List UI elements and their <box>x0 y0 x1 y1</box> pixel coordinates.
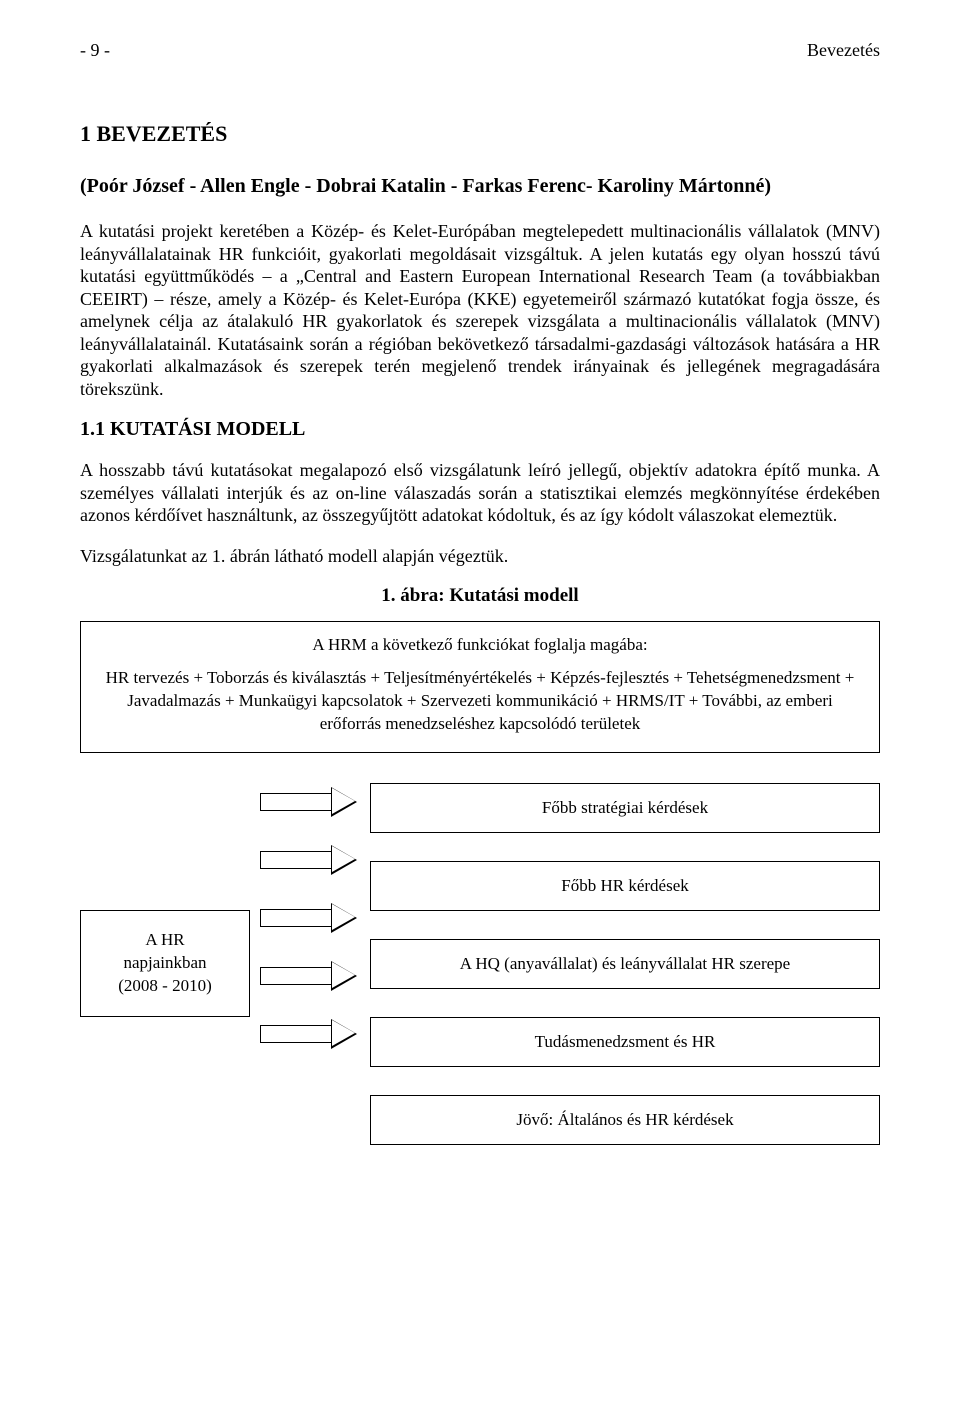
diagram-left-column: A HR napjainkban (2008 - 2010) <box>80 783 250 1145</box>
hr-today-line2: napjainkban <box>87 952 243 975</box>
research-model-diagram: A HR napjainkban (2008 - 2010) Főbb stra… <box>80 783 880 1145</box>
intro-paragraph: A kutatási projekt keretében a Közép- és… <box>80 220 880 400</box>
hr-today-box: A HR napjainkban (2008 - 2010) <box>80 910 250 1017</box>
diagram-right-column: Főbb stratégiai kérdések Főbb HR kérdése… <box>370 783 880 1145</box>
hq-subsidiary-box: A HQ (anyavállalat) és leányvállalat HR … <box>370 939 880 989</box>
arrow-right-icon <box>260 1019 360 1049</box>
hr-today-line1: A HR <box>87 929 243 952</box>
hr-questions-box: Főbb HR kérdések <box>370 861 880 911</box>
page-number: - 9 - <box>80 40 110 61</box>
arrow-right-icon <box>260 845 360 875</box>
heading-1: 1 BEVEZETÉS <box>80 121 880 147</box>
diagram-arrow-column <box>250 783 370 1145</box>
hr-today-line3: (2008 - 2010) <box>87 975 243 998</box>
model-paragraph-1: A hosszabb távú kutatásokat megalapozó e… <box>80 459 880 527</box>
arrow-right-icon <box>260 787 360 817</box>
heading-1-1: 1.1 KUTATÁSI MODELL <box>80 418 880 441</box>
page-header: - 9 - Bevezetés <box>80 40 880 61</box>
strategic-questions-box: Főbb stratégiai kérdések <box>370 783 880 833</box>
arrow-right-icon <box>260 961 360 991</box>
model-paragraph-2: Vizsgálatunkat az 1. ábrán látható model… <box>80 545 880 568</box>
knowledge-mgmt-box: Tudásmenedzsment és HR <box>370 1017 880 1067</box>
future-questions-box: Jövő: Általános és HR kérdések <box>370 1095 880 1145</box>
hrm-functions-box: A HRM a következő funkciókat foglalja ma… <box>80 621 880 753</box>
hrm-box-title: A HRM a következő funkciókat foglalja ma… <box>99 634 861 657</box>
arrow-right-icon <box>260 903 360 933</box>
hrm-box-body: HR tervezés + Toborzás és kiválasztás + … <box>99 667 861 736</box>
authors-line: (Poór József - Allen Engle - Dobrai Kata… <box>80 175 880 198</box>
header-section: Bevezetés <box>807 40 880 61</box>
figure-caption: 1. ábra: Kutatási modell <box>80 585 880 607</box>
